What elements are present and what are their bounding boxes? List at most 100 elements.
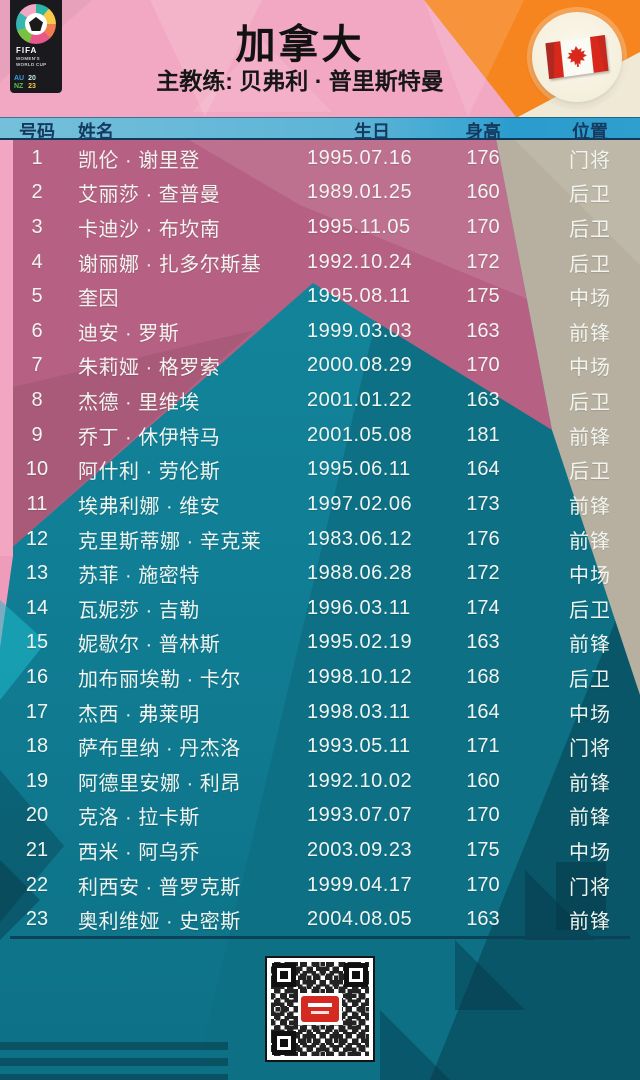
player-birthday: 1999.03.03 (307, 319, 413, 342)
player-number: 21 (25, 838, 49, 861)
player-number: 5 (31, 285, 43, 308)
player-height: 176 (466, 527, 500, 550)
player-height: 173 (466, 492, 500, 515)
player-number: 18 (25, 735, 49, 758)
player-name: 卡迪沙 · 布坎南 (78, 219, 221, 242)
player-position: 中场 (569, 565, 611, 588)
player-name: 埃弗利娜 · 维安 (78, 495, 221, 518)
player-birthday: 1992.10.02 (307, 769, 413, 792)
table-row: 1 凯伦 · 谢里登 1995.07.16 176 门将 (0, 141, 640, 176)
logo-au: AU (14, 75, 25, 82)
player-position: 后卫 (569, 392, 611, 415)
player-position: 前锋 (569, 772, 611, 795)
player-height: 176 (466, 146, 500, 169)
player-name: 西米 · 阿乌乔 (78, 841, 200, 864)
table-row: 8 杰德 · 里维埃 2001.01.22 163 后卫 (0, 383, 640, 418)
player-number: 1 (31, 146, 43, 169)
player-birthday: 2004.08.05 (307, 908, 413, 931)
background-stripe (0, 1058, 228, 1066)
player-position: 门将 (569, 149, 611, 172)
player-name: 乔丁 · 休伊特马 (78, 426, 221, 449)
aunz-2023-mark: AU NZ 20 23 (14, 75, 36, 90)
logo-year-top: 20 (28, 75, 36, 82)
player-birthday: 1995.02.19 (307, 631, 413, 654)
table-row: 13 苏菲 · 施密特 1988.06.28 172 中场 (0, 556, 640, 591)
qr-center-logo (298, 993, 342, 1025)
player-number: 17 (25, 700, 49, 723)
player-number: 23 (25, 908, 49, 931)
fifa-logo-text: FIFA (16, 46, 38, 55)
player-number: 4 (31, 250, 43, 273)
player-position: 后卫 (569, 184, 611, 207)
player-birthday: 1997.02.06 (307, 492, 413, 515)
player-birthday: 1995.07.16 (307, 146, 413, 169)
player-number: 20 (25, 804, 49, 827)
player-name: 妮歇尔 · 普林斯 (78, 634, 221, 657)
player-name: 奥利维娅 · 史密斯 (78, 911, 241, 934)
player-birthday: 2001.01.22 (307, 389, 413, 412)
table-row: 23 奥利维娅 · 史密斯 2004.08.05 163 前锋 (0, 902, 640, 937)
logo-year-bottom: 23 (28, 82, 36, 90)
table-row: 5 奎因 1995.08.11 175 中场 (0, 279, 640, 314)
player-height: 172 (466, 250, 500, 273)
qr-finder-icon (272, 963, 296, 987)
player-height: 181 (466, 423, 500, 446)
player-position: 后卫 (569, 253, 611, 276)
player-number: 13 (25, 562, 49, 585)
player-number: 7 (31, 354, 43, 377)
player-name: 阿什利 · 劳伦斯 (78, 461, 221, 484)
logo-nz: NZ (14, 82, 24, 90)
table-row: 6 迪安 · 罗斯 1999.03.03 163 前锋 (0, 314, 640, 349)
player-name: 谢丽娜 · 扎多尔斯基 (78, 253, 262, 276)
player-name: 克里斯蒂娜 · 辛克莱 (78, 530, 262, 553)
player-height: 171 (466, 735, 500, 758)
player-birthday: 1988.06.28 (307, 562, 413, 585)
player-position: 中场 (569, 288, 611, 311)
player-position: 后卫 (569, 668, 611, 691)
background-stripe (0, 1074, 228, 1080)
player-birthday: 1998.03.11 (307, 700, 411, 723)
player-position: 前锋 (569, 530, 611, 553)
player-birthday: 1996.03.11 (307, 596, 411, 619)
player-height: 160 (466, 181, 500, 204)
player-name: 迪安 · 罗斯 (78, 322, 180, 345)
player-name: 杰西 · 弗莱明 (78, 703, 200, 726)
player-position: 前锋 (569, 807, 611, 830)
player-number: 9 (31, 423, 43, 446)
table-row: 18 萨布里纳 · 丹杰洛 1993.05.11 171 门将 (0, 729, 640, 764)
player-name: 朱莉娅 · 格罗索 (78, 357, 221, 380)
player-birthday: 1992.10.24 (307, 250, 413, 273)
player-number: 19 (25, 769, 49, 792)
table-row: 21 西米 · 阿乌乔 2003.09.23 175 中场 (0, 833, 640, 868)
player-height: 174 (466, 596, 500, 619)
player-position: 中场 (569, 357, 611, 380)
table-row: 11 埃弗利娜 · 维安 1997.02.06 173 前锋 (0, 487, 640, 522)
player-position: 门将 (569, 738, 611, 761)
player-position: 中场 (569, 841, 611, 864)
footer-divider (10, 936, 630, 939)
player-position: 中场 (569, 703, 611, 726)
player-position: 前锋 (569, 322, 611, 345)
player-height: 163 (466, 319, 500, 342)
player-height: 170 (466, 216, 500, 239)
player-birthday: 1993.07.07 (307, 804, 413, 827)
table-row: 9 乔丁 · 休伊特马 2001.05.08 181 前锋 (0, 418, 640, 453)
table-header-row: 号码 姓名 生日 身高 位置 (0, 117, 640, 142)
player-number: 2 (31, 181, 43, 204)
player-name: 艾丽莎 · 查普曼 (78, 184, 221, 207)
player-height: 160 (466, 769, 500, 792)
player-position: 前锋 (569, 495, 611, 518)
player-height: 172 (466, 562, 500, 585)
player-number: 3 (31, 216, 43, 239)
player-number: 22 (25, 873, 49, 896)
player-birthday: 1983.06.12 (307, 527, 413, 550)
player-number: 8 (31, 389, 43, 412)
table-row: 2 艾丽莎 · 查普曼 1989.01.25 160 后卫 (0, 176, 640, 211)
player-number: 10 (25, 458, 49, 481)
table-row: 4 谢丽娜 · 扎多尔斯基 1992.10.24 172 后卫 (0, 245, 640, 280)
player-position: 后卫 (569, 461, 611, 484)
fifa-wwc-2023-logo: FIFA WOMEN'S WORLD CUP AU NZ 20 23 (10, 0, 62, 93)
player-birthday: 1993.05.11 (307, 735, 411, 758)
table-row: 20 克洛 · 拉卡斯 1993.07.07 170 前锋 (0, 799, 640, 834)
